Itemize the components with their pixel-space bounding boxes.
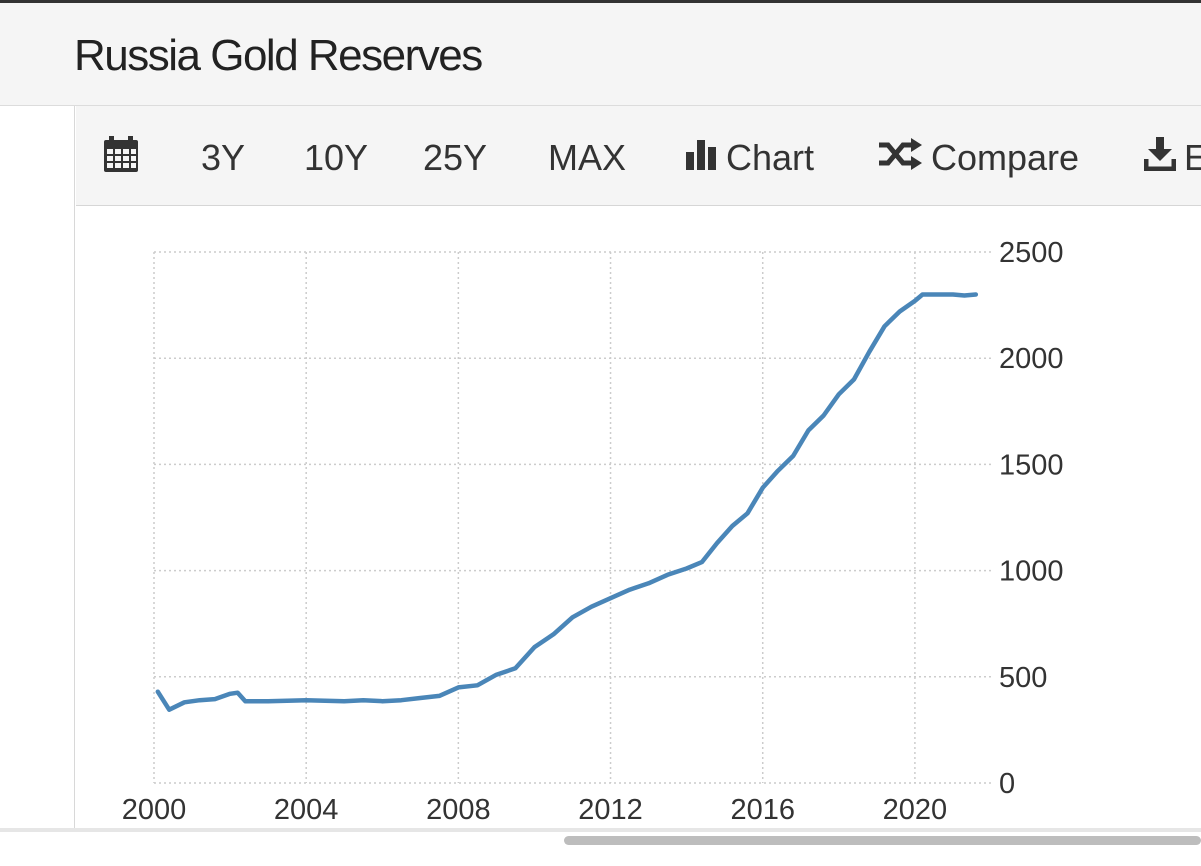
calendar-button[interactable] — [104, 135, 146, 181]
y-tick-label: 2000 — [999, 343, 1064, 375]
series-line — [155, 292, 979, 712]
x-tick-label: 2004 — [274, 794, 339, 826]
range-3y-button[interactable]: 3Y — [201, 137, 246, 178]
left-gutter-divider — [74, 106, 75, 830]
x-tick-label: 2020 — [883, 794, 948, 826]
title-bar: Russia Gold Reserves — [0, 3, 1201, 106]
x-tick-label: 2000 — [122, 794, 187, 826]
top-border — [0, 0, 1201, 3]
chart-type-button[interactable]: Chart — [686, 136, 814, 180]
line-chart: 2000 2004 2008 2012 2016 2020 0 500 1000 1500 2000… — [122, 237, 1064, 826]
y-tick-label: 1000 — [999, 556, 1064, 588]
export-label: E — [1184, 137, 1201, 178]
chart-toolbar: 3Y 10Y 25Y MAX Chart Compare — [76, 106, 1201, 206]
y-tick-label: 0 — [999, 768, 1015, 800]
range-max-button[interactable]: MAX — [548, 137, 627, 178]
chart-type-label: Chart — [726, 137, 815, 178]
chart-area: 2000 2004 2008 2012 2016 2020 0 500 1000 1500 2000… — [76, 207, 1201, 829]
y-tick-label: 500 — [999, 662, 1047, 694]
x-tick-label: 2008 — [426, 794, 491, 826]
download-icon — [1143, 136, 1177, 180]
horizontal-scrollbar[interactable] — [564, 836, 1201, 845]
bottom-divider — [0, 828, 1201, 832]
range-10y-button[interactable]: 10Y — [304, 137, 369, 178]
y-tick-label: 1500 — [999, 449, 1064, 481]
calendar-icon — [104, 135, 138, 181]
compare-button[interactable]: Compare — [879, 136, 1079, 180]
page-title: Russia Gold Reserves — [74, 31, 483, 80]
x-tick-label: 2012 — [578, 794, 643, 826]
range-25y-button[interactable]: 25Y — [423, 137, 488, 178]
export-button[interactable]: E — [1143, 136, 1201, 180]
bar-chart-icon — [686, 137, 718, 179]
shuffle-icon — [879, 137, 923, 179]
x-tick-label: 2016 — [730, 794, 795, 826]
compare-label: Compare — [931, 137, 1080, 178]
y-tick-label: 2500 — [999, 237, 1064, 269]
